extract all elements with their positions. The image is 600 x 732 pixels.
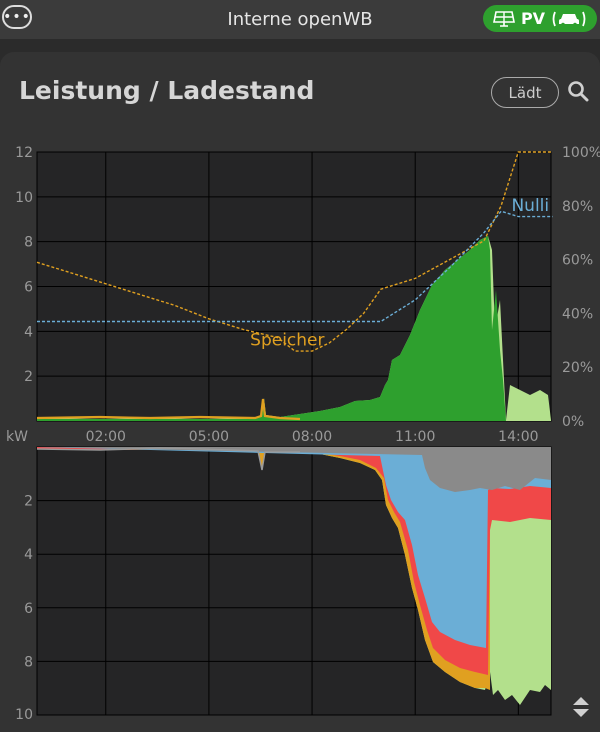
series-line-speicher xyxy=(36,151,553,352)
y2-tick-label: 80% xyxy=(562,199,593,215)
y-tick-label: 8 xyxy=(24,235,33,251)
card-title: Leistung / Ladestand xyxy=(19,76,315,105)
series-label-speicher: Speicher xyxy=(250,331,324,351)
line-base-load xyxy=(36,447,300,471)
series-line-nulli xyxy=(37,210,553,323)
y2-tick-label: 40% xyxy=(562,306,593,322)
car-icon xyxy=(552,11,586,26)
y-tick-label: 6 xyxy=(24,280,33,296)
pv-mode-label: PV xyxy=(520,9,546,28)
pv-mode-button[interactable]: PV xyxy=(483,5,597,32)
x-tick-label: 08:00 xyxy=(292,429,332,445)
y-tick-label: 4 xyxy=(24,324,33,340)
x-tick-label: 05:00 xyxy=(189,429,229,445)
area-grid-consumption xyxy=(37,447,551,492)
menu-button[interactable]: ••• xyxy=(2,5,32,29)
series-label-nulli: Nulli xyxy=(511,196,549,216)
x-tick-label: 11:00 xyxy=(395,429,435,445)
area-pv xyxy=(37,236,506,421)
y2-tick-label: 20% xyxy=(562,360,593,376)
upper-series-lines: Speicher Nulli xyxy=(36,151,553,352)
y2-tick-label: 0% xyxy=(562,414,584,430)
axis-labels: 02:00 05:00 08:00 11:00 14:00 2 4 6 8 10 12 0% 20% 40… xyxy=(6,145,600,721)
scroll-updown-icon[interactable] xyxy=(571,695,591,719)
lower-series-areas xyxy=(36,447,551,705)
area-charge-point-1 xyxy=(37,447,551,648)
y2-tick-label: 100% xyxy=(562,145,600,161)
search-icon[interactable] xyxy=(567,80,589,102)
y-tick-label: 12 xyxy=(15,145,33,161)
y-tick-label: 10 xyxy=(15,190,33,206)
line-battery-power xyxy=(36,398,301,421)
app-title: Interne openWB xyxy=(227,9,373,30)
lower-y-tick-label: 10 xyxy=(15,707,33,721)
y-tick-label: 2 xyxy=(24,369,33,385)
x-tick-label: 14:00 xyxy=(498,429,538,445)
y-axis-unit: kW xyxy=(6,429,28,445)
x-tick-label: 02:00 xyxy=(86,429,126,445)
lower-y-tick-label: 2 xyxy=(24,494,33,510)
charging-state-button[interactable]: Lädt xyxy=(491,77,559,108)
upper-series-areas xyxy=(36,236,551,421)
y2-tick-label: 60% xyxy=(562,253,593,269)
top-bar: ••• Interne openWB PV xyxy=(0,0,600,39)
lower-y-tick-label: 4 xyxy=(24,547,33,563)
solar-panel-icon xyxy=(492,10,515,27)
lower-y-tick-label: 6 xyxy=(24,601,33,617)
upper-grid xyxy=(36,151,552,422)
lower-y-tick-label: 8 xyxy=(24,654,33,670)
